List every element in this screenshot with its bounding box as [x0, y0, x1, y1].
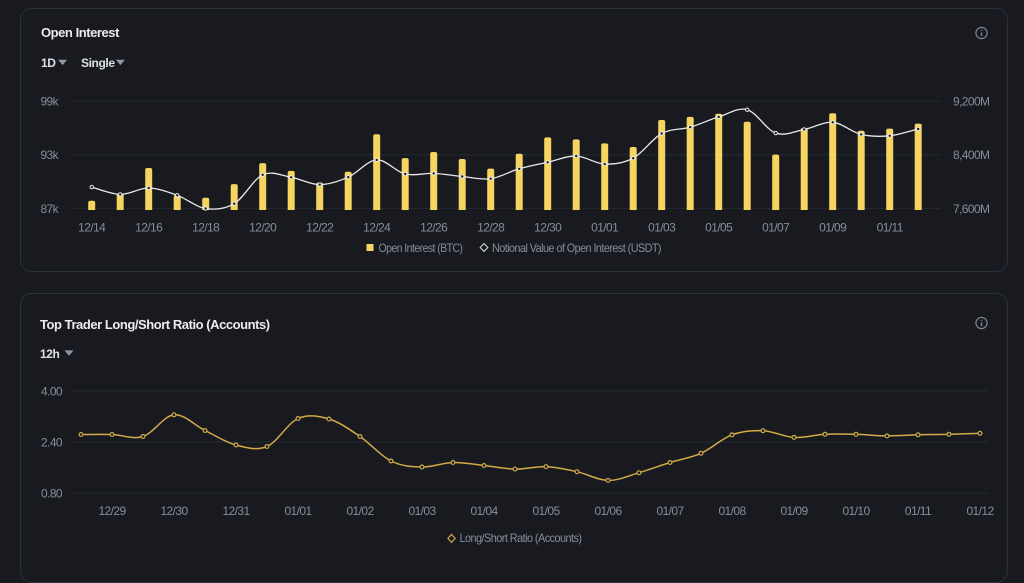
svg-text:Long/Short Ratio (Accounts): Long/Short Ratio (Accounts) [460, 531, 583, 545]
svg-text:2.40: 2.40 [41, 435, 63, 449]
svg-text:01/03: 01/03 [648, 221, 676, 235]
svg-text:12/14: 12/14 [78, 221, 106, 235]
svg-text:01/06: 01/06 [594, 504, 622, 518]
svg-text:01/05: 01/05 [532, 504, 560, 518]
svg-text:01/07: 01/07 [656, 504, 684, 518]
svg-text:99k: 99k [40, 95, 59, 109]
svg-text:93k: 93k [40, 148, 59, 162]
svg-text:12/30: 12/30 [534, 221, 562, 235]
svg-text:01/12: 01/12 [966, 504, 994, 518]
svg-text:01/04: 01/04 [470, 504, 498, 518]
svg-text:01/10: 01/10 [842, 504, 870, 518]
svg-text:12/24: 12/24 [363, 221, 391, 235]
svg-text:12/16: 12/16 [135, 221, 163, 235]
svg-text:12/22: 12/22 [306, 221, 334, 235]
svg-text:12/30: 12/30 [160, 504, 188, 518]
svg-text:0.80: 0.80 [41, 487, 63, 501]
svg-text:01/07: 01/07 [762, 221, 790, 235]
svg-text:Open Interest (BTC): Open Interest (BTC) [379, 241, 464, 255]
svg-text:01/08: 01/08 [718, 504, 746, 518]
svg-text:4.00: 4.00 [41, 384, 63, 398]
svg-text:01/05: 01/05 [705, 221, 733, 235]
svg-text:8,400M: 8,400M [953, 148, 990, 162]
svg-text:01/11: 01/11 [877, 221, 904, 235]
svg-text:01/09: 01/09 [819, 221, 847, 235]
svg-text:9,200M: 9,200M [953, 95, 990, 109]
svg-text:01/09: 01/09 [780, 504, 808, 518]
svg-text:Notional Value of Open Interes: Notional Value of Open Interest (USDT) [492, 241, 662, 255]
svg-text:12/31: 12/31 [222, 504, 250, 518]
svg-text:12/29: 12/29 [98, 504, 126, 518]
svg-text:01/02: 01/02 [346, 504, 374, 518]
svg-text:87k: 87k [40, 202, 59, 216]
svg-text:01/11: 01/11 [905, 504, 932, 518]
svg-text:12/18: 12/18 [192, 221, 220, 235]
svg-text:01/01: 01/01 [284, 504, 312, 518]
svg-text:12/28: 12/28 [477, 221, 505, 235]
svg-text:7,600M: 7,600M [953, 202, 990, 216]
svg-text:12/20: 12/20 [249, 221, 277, 235]
svg-text:01/03: 01/03 [408, 504, 436, 518]
svg-text:01/01: 01/01 [591, 221, 619, 235]
svg-text:12/26: 12/26 [420, 221, 448, 235]
